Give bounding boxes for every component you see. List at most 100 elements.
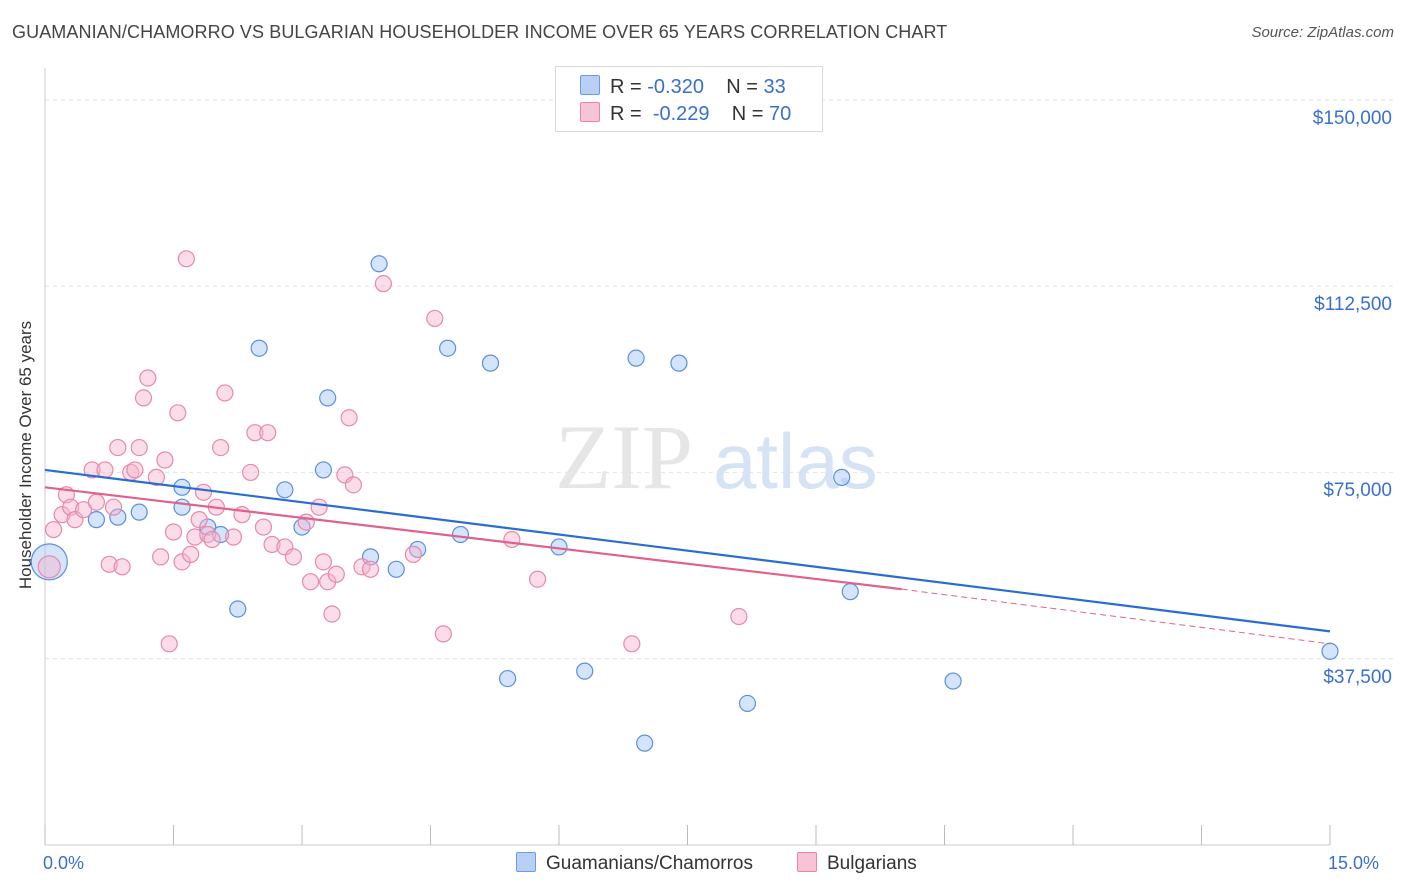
guamanian-point-13 xyxy=(314,461,333,479)
bulgarian-point-29 xyxy=(190,511,208,529)
bulgarian-point-62 xyxy=(528,570,547,588)
guamanian-point-9 xyxy=(250,339,268,357)
bulgarian-point-64 xyxy=(730,607,748,626)
trend-lines xyxy=(44,468,1331,645)
guamanian-point-28 xyxy=(833,468,851,486)
legend-n-value-bulgarian: 70 xyxy=(769,103,792,125)
data-points xyxy=(30,250,1339,752)
bulgarian-point-53 xyxy=(340,409,358,427)
legend-box: R = -0.320 N = 33 R = -0.229 N = 70 xyxy=(555,66,823,132)
guamanian-point-26 xyxy=(670,354,688,372)
bulgarian-point-39 xyxy=(246,424,264,442)
bulgarian-point-0 xyxy=(37,555,61,579)
guamanian-point-5 xyxy=(173,498,191,516)
guamanian-point-15 xyxy=(370,255,388,273)
bulgarian-point-63 xyxy=(623,635,641,653)
bulgarian-trend-line xyxy=(44,486,902,591)
bulgarian-point-15 xyxy=(126,461,144,479)
guamanian-point-23 xyxy=(576,662,594,680)
bulgarian-point-61 xyxy=(503,530,521,549)
bulgarian-point-51 xyxy=(327,565,345,583)
bulgarian-point-6 xyxy=(74,501,93,519)
y-tick-label-1: $75,000 xyxy=(1323,480,1392,502)
legend-row-guamanian: R = -0.320 N = 33 xyxy=(580,75,786,99)
bulgarian-point-7 xyxy=(83,461,101,479)
bulgarian-point-1 xyxy=(44,520,63,539)
guamanian-point-30 xyxy=(944,672,962,690)
bulgarian-point-58 xyxy=(404,545,422,563)
bulgarian-point-32 xyxy=(203,530,221,549)
axes xyxy=(44,68,1331,846)
guamanian-point-1 xyxy=(87,511,106,529)
watermark: ZIP atlas xyxy=(555,406,878,508)
guamanian-point-20 xyxy=(481,354,500,372)
guamanian-trend-line xyxy=(44,468,1331,633)
y-tick-label-0: $37,500 xyxy=(1323,666,1392,688)
guamanian-point-27 xyxy=(738,694,757,713)
guamanian-point-3 xyxy=(109,508,127,526)
guamanian-point-0 xyxy=(30,543,68,581)
bulgarian-point-41 xyxy=(259,424,277,442)
bulgarian-point-54 xyxy=(344,476,362,494)
bulgarian-point-26 xyxy=(182,545,200,563)
guamanian-point-18 xyxy=(439,339,457,357)
guamanian-point-16 xyxy=(387,560,405,578)
bulgarian-trend-extension xyxy=(901,588,1331,645)
guamanian-point-21 xyxy=(499,669,517,688)
guamanian-point-2 xyxy=(130,503,148,521)
bulgarian-point-40 xyxy=(254,518,273,536)
guamanian-point-25 xyxy=(636,734,654,752)
guamanian-point-8 xyxy=(229,600,247,618)
bulgarian-point-30 xyxy=(194,483,213,501)
bulgarian-point-18 xyxy=(139,369,157,387)
guamanian-point-24 xyxy=(627,349,645,367)
bulgarian-point-13 xyxy=(113,558,131,576)
bulgarian-point-16 xyxy=(130,438,148,457)
bottom-legend-bulgarian: Bulgarians xyxy=(797,852,917,875)
bulgarian-point-44 xyxy=(284,548,303,566)
legend-n-value-guamanian: 33 xyxy=(763,76,786,98)
bulgarian-point-45 xyxy=(297,513,315,531)
bulgarian-point-57 xyxy=(374,275,392,293)
legend-r-value-bulgarian: -0.229 xyxy=(652,103,710,125)
gridlines xyxy=(45,99,1395,660)
bulgarian-point-42 xyxy=(263,535,281,554)
y-tick-label-3: $150,000 xyxy=(1312,107,1392,129)
legend-swatch-guamanian xyxy=(580,75,600,95)
chart-title: GUAMANIAN/CHAMORRO VS BULGARIAN HOUSEHOL… xyxy=(12,22,948,42)
bulgarian-point-8 xyxy=(87,493,106,511)
legend-swatch-bulgarian xyxy=(580,102,600,122)
bulgarian-point-47 xyxy=(310,498,328,516)
source-label: Source: ZipAtlas.com xyxy=(1251,24,1394,41)
bulgarian-point-11 xyxy=(104,498,123,516)
bulgarian-point-36 xyxy=(224,528,243,546)
bulgarian-point-35 xyxy=(216,384,234,402)
watermark-atlas: atlas xyxy=(713,417,878,505)
bulgarian-point-10 xyxy=(100,555,118,573)
guamanian-point-29 xyxy=(841,583,859,601)
bottom-legend-swatch-guamanian xyxy=(516,852,536,872)
bulgarian-point-27 xyxy=(177,250,195,268)
watermark-zip: ZIP xyxy=(555,406,693,508)
bulgarian-point-21 xyxy=(156,451,174,469)
guamanian-point-19 xyxy=(451,525,470,544)
bulgarian-point-38 xyxy=(242,463,260,482)
bulgarian-point-19 xyxy=(147,468,165,486)
y-tick-label-2: $112,500 xyxy=(1314,294,1392,316)
bulgarian-point-17 xyxy=(134,389,153,407)
bulgarian-point-28 xyxy=(186,528,204,546)
bottom-legend-swatch-bulgarian xyxy=(797,852,817,872)
bottom-legend-guamanian: Guamanians/Chamorros xyxy=(516,852,753,875)
legend-r-value-guamanian: -0.320 xyxy=(647,76,704,98)
guamanian-point-12 xyxy=(319,389,337,407)
bulgarian-point-9 xyxy=(96,461,114,479)
bulgarian-point-56 xyxy=(361,560,380,578)
legend-row-bulgarian: R = -0.229 N = 70 xyxy=(580,102,791,126)
bulgarian-point-22 xyxy=(160,635,178,653)
bulgarian-point-50 xyxy=(323,605,341,623)
bulgarian-point-20 xyxy=(152,548,170,566)
bulgarian-point-60 xyxy=(434,625,452,643)
bulgarian-point-48 xyxy=(314,553,333,571)
bulgarian-point-24 xyxy=(169,404,187,422)
